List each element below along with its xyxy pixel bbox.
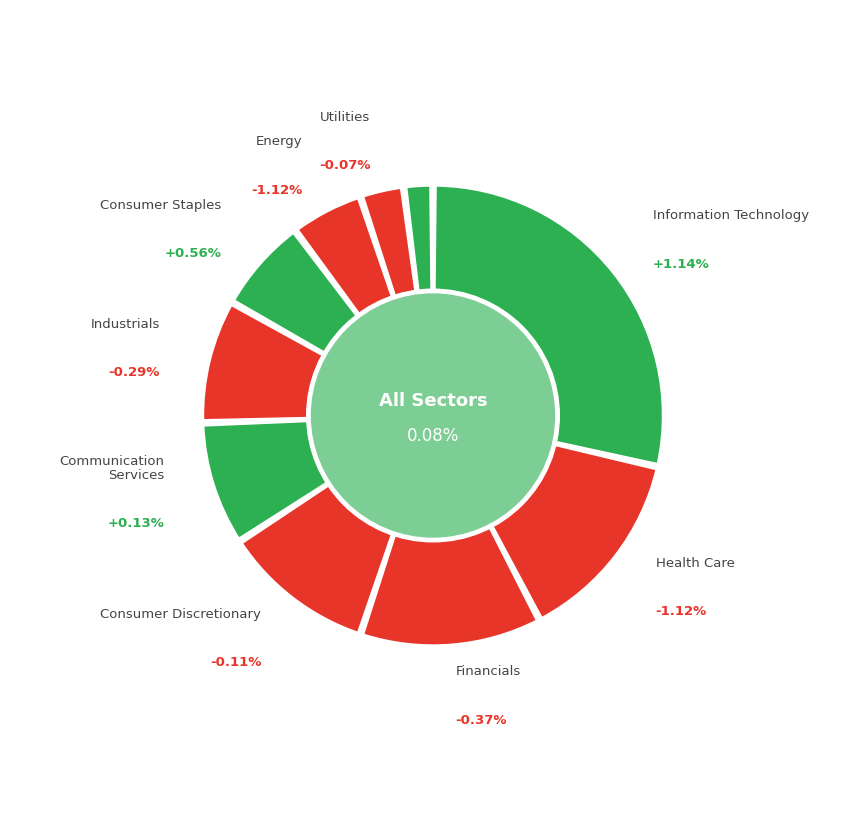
Text: -0.37%: -0.37% [456,714,507,726]
Wedge shape [434,185,663,465]
Circle shape [307,289,559,542]
Text: Consumer Staples: Consumer Staples [100,199,222,212]
Text: -0.07%: -0.07% [319,159,371,172]
Wedge shape [242,483,393,633]
Text: Consumer Discretionary: Consumer Discretionary [100,607,262,621]
Wedge shape [406,185,432,295]
Text: All Sectors: All Sectors [378,392,488,411]
Text: Utilities: Utilities [320,111,371,124]
Text: +1.14%: +1.14% [653,258,710,271]
Text: -0.11%: -0.11% [210,656,262,669]
Text: Industrials: Industrials [90,318,159,331]
Text: -1.12%: -1.12% [656,605,707,618]
Text: Financials: Financials [456,666,520,678]
Text: Energy: Energy [256,135,303,149]
Wedge shape [234,233,359,355]
Text: 0.08%: 0.08% [407,427,459,445]
Text: -0.29%: -0.29% [108,366,159,379]
Wedge shape [203,420,331,539]
Wedge shape [363,524,537,646]
Wedge shape [490,444,657,618]
Wedge shape [297,198,393,317]
Text: +0.56%: +0.56% [165,248,222,260]
Circle shape [312,294,554,537]
Text: Information Technology: Information Technology [653,209,809,223]
Text: Health Care: Health Care [656,557,734,570]
Wedge shape [363,188,417,300]
Wedge shape [203,305,326,420]
Text: +0.13%: +0.13% [107,518,165,530]
Text: Communication
Services: Communication Services [60,455,165,482]
Text: -1.12%: -1.12% [252,184,303,197]
